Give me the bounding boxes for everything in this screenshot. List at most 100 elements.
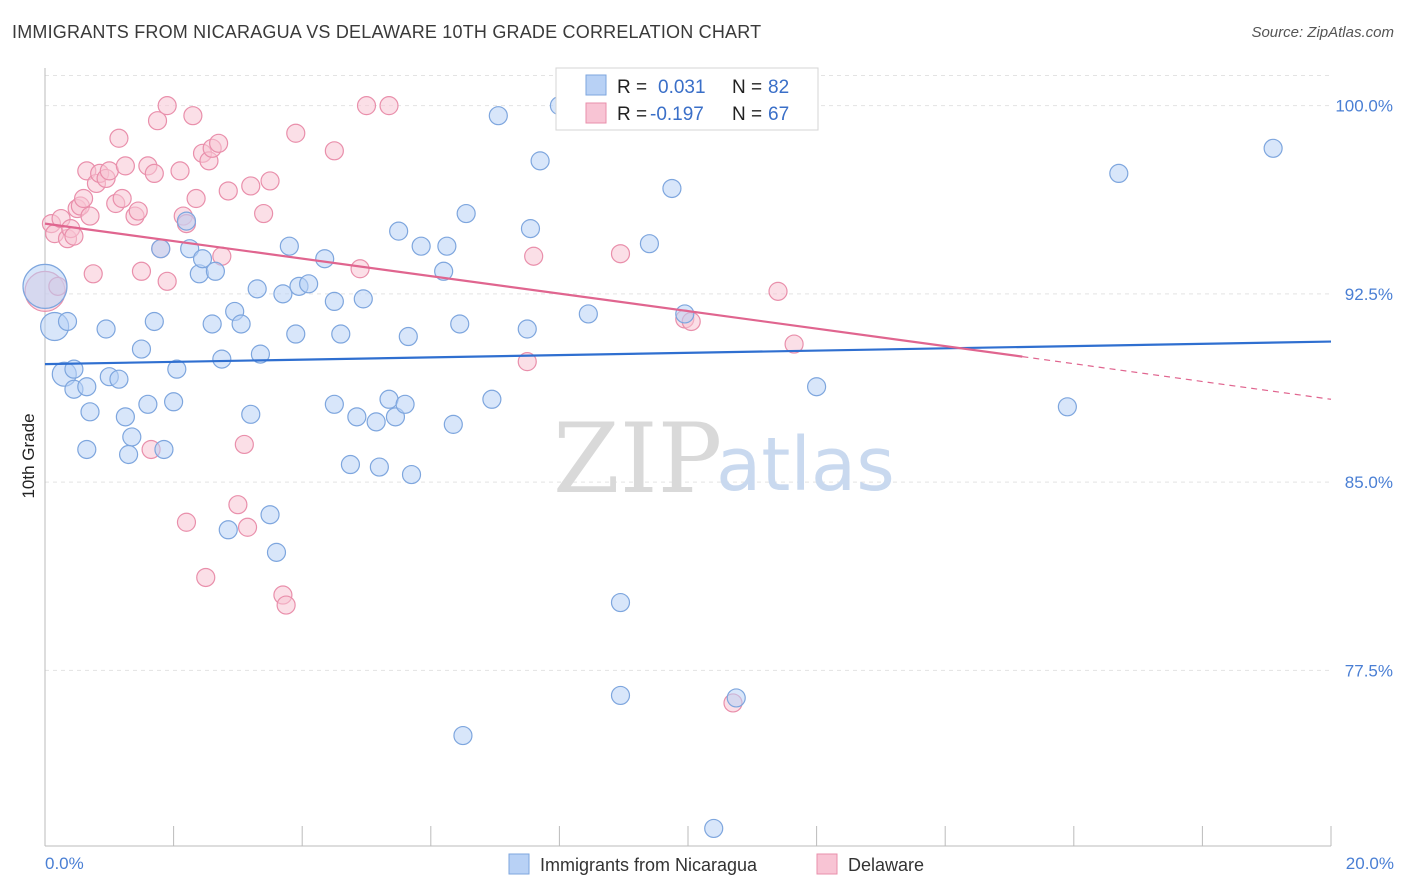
delaware-point-52: [276, 595, 296, 615]
nicaragua-point-42: [315, 249, 335, 269]
nicaragua-point-18: [151, 239, 171, 259]
delaware-point-10: [73, 188, 94, 209]
delaware-point-36: [183, 106, 203, 126]
series-delaware-points: [24, 96, 804, 713]
delaware-point-60: [610, 244, 631, 264]
nicaragua-point-76: [704, 818, 724, 839]
delaware-point-37: [186, 188, 206, 209]
nicaragua-point-19: [154, 439, 174, 460]
nicaragua-point-73: [639, 234, 660, 254]
nicaragua-point-63: [453, 725, 473, 746]
nicaragua-point-41: [299, 274, 319, 294]
nicaragua-point-15: [131, 339, 152, 359]
nicaragua-point-39: [286, 324, 306, 344]
delaware-point-32: [170, 161, 190, 181]
delaware-point-17: [99, 161, 119, 181]
nicaragua-point-78: [806, 377, 827, 397]
nicaragua-point-71: [610, 592, 631, 613]
legend-swatch-nicaragua: [585, 74, 607, 96]
nicaragua-point-72: [610, 685, 631, 706]
delaware-point-58: [517, 352, 537, 372]
y-tick-label-3: 100.0%: [1335, 97, 1393, 116]
y-tick-label-0: 77.5%: [1345, 661, 1393, 680]
nicaragua-point-21: [167, 359, 187, 379]
nicaragua-point-47: [347, 407, 367, 427]
nicaragua-point-9: [96, 319, 116, 339]
nicaragua-point-0: [22, 263, 68, 309]
x-tick-label-max: 20.0%: [1346, 854, 1394, 873]
delaware-point-45: [228, 495, 248, 515]
trendline-nicaragua: [44, 340, 1332, 366]
nicaragua-point-37: [273, 284, 293, 304]
delaware-point-20: [112, 188, 132, 209]
trendline-delaware: [44, 222, 1023, 358]
y-axis-label: 10th Grade: [19, 413, 38, 498]
nicaragua-point-20: [164, 392, 184, 412]
legend-n-value-2: 67: [768, 104, 789, 125]
nicaragua-point-74: [662, 178, 682, 199]
nicaragua-point-31: [231, 314, 251, 334]
nicaragua-point-55: [398, 326, 418, 347]
gridlines: [45, 75, 1331, 671]
nicaragua-point-33: [247, 279, 267, 299]
nicaragua-point-43: [324, 394, 344, 414]
delaware-point-65: [784, 334, 804, 354]
legend-n-label-2: N =: [732, 104, 762, 125]
nicaragua-point-27: [205, 261, 225, 281]
nicaragua-point-2: [57, 311, 78, 332]
delaware-point-54: [324, 141, 344, 161]
delaware-point-55: [350, 259, 370, 279]
delaware-point-53: [286, 123, 306, 143]
bottom-legend-label-delaware: Delaware: [848, 855, 924, 875]
nicaragua-point-81: [1263, 138, 1283, 158]
delaware-point-7: [64, 226, 84, 246]
nicaragua-point-64: [482, 389, 502, 409]
delaware-point-49: [254, 203, 274, 224]
nicaragua-point-61: [450, 314, 470, 334]
delaware-point-19: [109, 128, 129, 148]
delaware-point-50: [260, 171, 280, 191]
nicaragua-point-32: [241, 404, 261, 424]
nicaragua-point-6: [77, 377, 97, 397]
legend-n-value-1: 82: [768, 77, 789, 98]
delaware-point-56: [356, 96, 377, 116]
y-tick-label-2: 92.5%: [1345, 285, 1393, 304]
nicaragua-point-11: [109, 369, 129, 389]
bottom-legend-swatch-nicaragua: [508, 853, 530, 875]
nicaragua-point-70: [578, 304, 598, 324]
legend-r-value-2: -0.197: [650, 104, 704, 125]
nicaragua-point-36: [266, 542, 287, 562]
nicaragua-point-77: [726, 688, 746, 708]
nicaragua-point-28: [212, 349, 232, 369]
nicaragua-point-22: [176, 211, 197, 231]
nicaragua-point-13: [122, 427, 142, 447]
series-nicaragua-points: [22, 96, 1283, 839]
nicaragua-point-45: [331, 324, 351, 344]
nicaragua-point-17: [144, 311, 164, 332]
nicaragua-point-80: [1109, 163, 1129, 184]
trendline-delaware-extension: [1022, 356, 1332, 400]
nicaragua-point-46: [340, 454, 361, 475]
x-axis-ticks: [44, 826, 1332, 846]
nicaragua-point-68: [530, 151, 550, 171]
delaware-point-12: [80, 206, 100, 226]
delaware-point-42: [209, 133, 229, 153]
legend-n-label-1: N =: [732, 77, 762, 98]
nicaragua-point-26: [202, 314, 222, 334]
nicaragua-point-50: [369, 457, 389, 477]
nicaragua-point-16: [138, 394, 158, 414]
delaware-point-27: [144, 163, 164, 184]
nicaragua-point-54: [395, 394, 415, 414]
nicaragua-point-67: [520, 219, 541, 239]
delaware-point-59: [524, 246, 544, 266]
delaware-point-28: [147, 111, 168, 131]
nicaragua-point-12: [115, 407, 135, 427]
legend-r-value-1: 0.031: [658, 77, 706, 98]
legend-swatch-delaware: [585, 102, 607, 124]
watermark-atlas: atlas: [716, 422, 895, 508]
nicaragua-point-62: [456, 203, 476, 224]
nicaragua-point-51: [379, 389, 399, 409]
chart-title: IMMIGRANTS FROM NICARAGUA VS DELAWARE 10…: [12, 22, 762, 42]
legend-box: R = 0.031 N = 82 R = -0.197 N = 67: [555, 67, 819, 131]
nicaragua-point-53: [389, 221, 409, 241]
